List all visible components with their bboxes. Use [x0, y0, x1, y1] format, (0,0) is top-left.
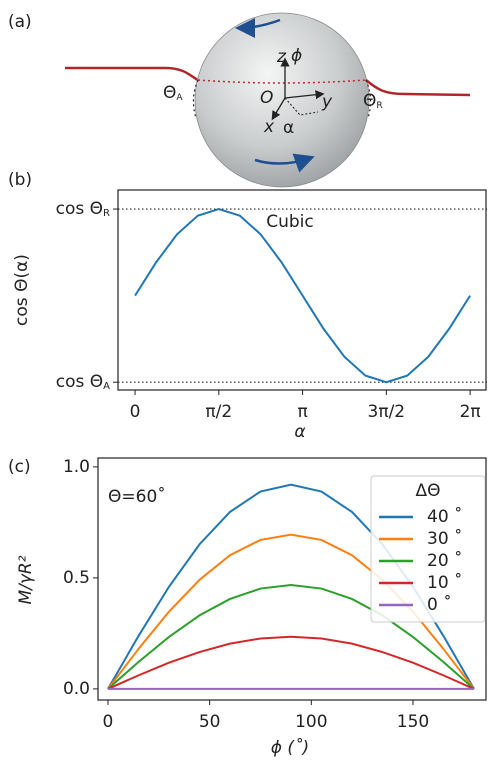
x-tick-label: 100	[295, 712, 327, 732]
legend-label: 10 ˚	[427, 572, 463, 593]
x-tick-label: 150	[397, 712, 429, 732]
angle-guide	[192, 79, 199, 119]
axis-label: y	[321, 92, 333, 112]
x-tick-label: 0	[130, 402, 141, 422]
axis-arrow	[284, 90, 325, 100]
y-tick-text: cos Θ	[56, 372, 103, 392]
angle-label: α	[283, 118, 294, 138]
liquid-line	[365, 79, 471, 97]
origin-label: O	[260, 88, 273, 108]
liquid-line	[65, 66, 199, 82]
rotation-arrow	[254, 153, 315, 173]
axis-label: z	[276, 47, 287, 67]
x-tick-label: π	[297, 402, 307, 422]
y-tick-text: 0.0	[63, 679, 90, 699]
plot-frame	[97, 457, 487, 701]
annotation: Θ=60˚	[108, 486, 166, 507]
y-tick-label: 0.5	[63, 568, 90, 588]
y-tick-label: 1.0	[63, 457, 90, 477]
panel-label: (b)	[8, 170, 32, 190]
y-tick-label: 0.0	[63, 679, 90, 699]
annotation: Cubic	[266, 212, 314, 232]
x-tick-label: 3π/2	[368, 402, 406, 422]
angle-guide	[365, 79, 372, 119]
diagram: (a) z ϕ O y x α ΘA ΘR	[8, 12, 471, 188]
y-tick-text: 0.5	[63, 568, 90, 588]
x-tick-label: 2π	[460, 402, 481, 422]
x-tick-label: 0	[103, 712, 114, 732]
legend-label: 20 ˚	[427, 550, 463, 571]
angle-symbol: Θ	[163, 83, 176, 103]
axis-arrow	[271, 97, 286, 121]
angle-label: ΘA	[163, 83, 183, 103]
rotation-arrow	[235, 17, 281, 38]
angle-subscript: A	[176, 93, 183, 103]
legend-box	[370, 475, 486, 623]
panel-label: (c)	[8, 457, 31, 477]
y-tick-text: cos Θ	[56, 199, 103, 219]
x-tick-label: π/2	[205, 402, 232, 422]
data-line	[134, 208, 471, 384]
angle-symbol: Θ	[363, 91, 376, 111]
y-tick-label: cos ΘR	[56, 199, 110, 219]
data-line	[107, 635, 475, 690]
y-axis-label: cos Θ(α)	[12, 254, 32, 326]
y-tick-text: 1.0	[63, 457, 90, 477]
axis-label: x	[263, 117, 275, 137]
legend-label: 0 ˚	[427, 594, 452, 615]
axis-label: ϕ	[291, 46, 302, 66]
x-axis-label: ϕ (˚)	[271, 737, 309, 758]
legend-title: ΔΘ	[415, 481, 440, 501]
y-tick-label: cos ΘA	[56, 372, 110, 392]
x-tick-label: 50	[199, 712, 221, 732]
legend-label: 40 ˚	[427, 506, 463, 527]
panel-label: (a)	[8, 12, 32, 32]
sphere	[194, 12, 370, 188]
y-axis-label: M/γR²	[16, 555, 36, 604]
legend-label: 30 ˚	[427, 528, 463, 549]
angle-subscript: R	[376, 101, 382, 111]
angle-label: ΘR	[363, 91, 383, 111]
y-tick-subscript: A	[103, 381, 110, 392]
x-axis-label: α	[294, 422, 305, 442]
plot-frame	[117, 189, 487, 391]
y-tick-subscript: R	[103, 208, 110, 219]
data-line	[107, 583, 475, 690]
